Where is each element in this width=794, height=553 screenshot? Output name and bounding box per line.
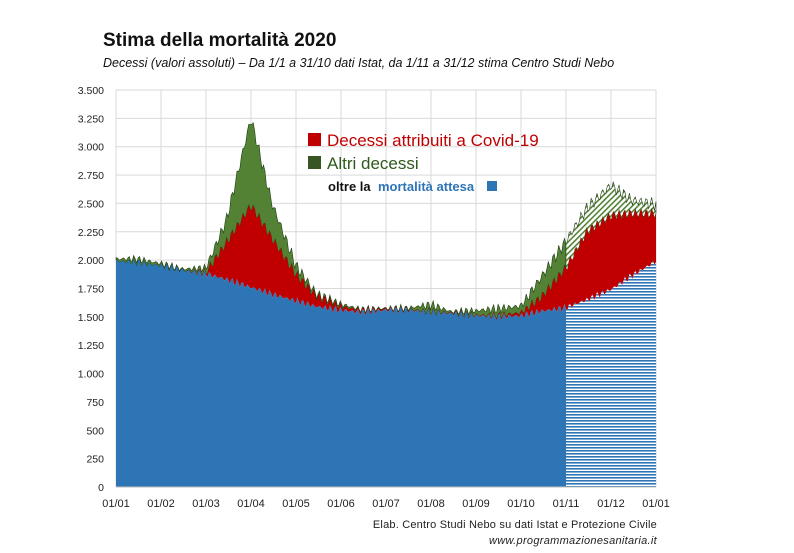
x-tick-label: 01/08: [417, 498, 445, 510]
legend-swatch-covid: [308, 133, 321, 146]
y-tick-label: 2.750: [78, 170, 104, 182]
legend-swatch-other: [308, 156, 321, 169]
x-tick-label: 01/05: [282, 498, 310, 510]
x-tick-label: 01/03: [192, 498, 220, 510]
y-tick-label: 2.000: [78, 255, 104, 267]
x-tick-label: 01/09: [462, 498, 490, 510]
x-tick-label: 01/10: [507, 498, 535, 510]
x-tick-label: 01/02: [147, 498, 175, 510]
y-tick-label: 2.500: [78, 198, 104, 210]
legend-label-other: Altri decessi: [327, 154, 419, 173]
y-tick-label: 0: [98, 482, 104, 494]
y-tick-label: 3.000: [78, 142, 104, 154]
chart-title: Stima della mortalità 2020: [103, 30, 337, 51]
x-tick-label: 01/11: [553, 498, 580, 510]
x-tick-label: 01/04: [237, 498, 265, 510]
y-tick-label: 2.250: [78, 227, 104, 239]
legend-label-expected-prefix: oltre la: [328, 179, 371, 194]
area-covid-estimate: [566, 208, 656, 311]
source-website: www.programmazionesanitaria.it: [489, 535, 657, 547]
y-tick-label: 1.000: [78, 369, 104, 381]
area-expected-estimate: [566, 261, 656, 487]
source-credit: Elab. Centro Studi Nebo su dati Istat e …: [372, 519, 657, 531]
y-tick-label: 250: [86, 454, 104, 466]
y-tick-label: 1.250: [78, 340, 104, 352]
x-tick-label: 01/01: [642, 498, 670, 510]
axes: 0 250 500 750 1.000 1.250 1.500 1.750 2.000 2.250…: [78, 85, 670, 510]
y-tick-label: 1.500: [78, 312, 104, 324]
legend: Decessi attribuiti a Covid-19 Altri dece…: [308, 131, 539, 194]
area-expected-actual: [116, 258, 566, 487]
y-tick-label: 3.250: [78, 113, 104, 125]
y-tick-label: 500: [86, 425, 104, 437]
legend-swatch-expected: [487, 181, 497, 191]
y-tick-label: 3.500: [78, 85, 104, 97]
y-tick-label: 750: [86, 397, 104, 409]
legend-label-covid: Decessi attribuiti a Covid-19: [327, 131, 539, 150]
x-tick-label: 01/06: [327, 498, 355, 510]
areas: [115, 122, 657, 487]
y-tick-label: 1.750: [78, 284, 104, 296]
x-tick-label: 01/12: [597, 498, 625, 510]
chart-subtitle: Decessi (valori assoluti) – Da 1/1 a 31/…: [103, 56, 615, 70]
x-tick-label: 01/01: [102, 498, 130, 510]
legend-label-expected: mortalità attesa: [378, 179, 475, 194]
x-tick-label: 01/07: [372, 498, 400, 510]
